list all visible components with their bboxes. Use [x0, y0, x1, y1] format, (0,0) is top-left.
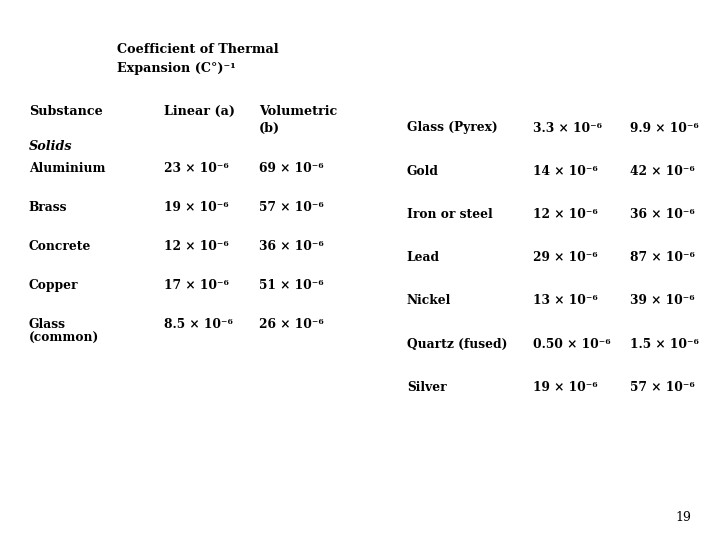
Text: 13 × 10⁻⁶: 13 × 10⁻⁶	[533, 294, 598, 307]
Text: Coefficient of Thermal: Coefficient of Thermal	[117, 43, 279, 56]
Text: Substance: Substance	[29, 105, 102, 118]
Text: Volumetric: Volumetric	[259, 105, 338, 118]
Text: 9.9 × 10⁻⁶: 9.9 × 10⁻⁶	[630, 122, 698, 134]
Text: Iron or steel: Iron or steel	[407, 208, 492, 221]
Text: (common): (common)	[29, 332, 99, 345]
Text: Gold: Gold	[407, 165, 438, 178]
Text: 3.3 × 10⁻⁶: 3.3 × 10⁻⁶	[533, 122, 602, 134]
Text: 42 × 10⁻⁶: 42 × 10⁻⁶	[630, 165, 695, 178]
Text: Quartz (fused): Quartz (fused)	[407, 338, 507, 350]
Text: 87 × 10⁻⁶: 87 × 10⁻⁶	[630, 251, 695, 264]
Text: 0.50 × 10⁻⁶: 0.50 × 10⁻⁶	[533, 338, 611, 350]
Text: Glass: Glass	[29, 318, 66, 330]
Text: Concrete: Concrete	[29, 240, 91, 253]
Text: Copper: Copper	[29, 279, 78, 292]
Text: 14 × 10⁻⁶: 14 × 10⁻⁶	[533, 165, 598, 178]
Text: Lead: Lead	[407, 251, 440, 264]
Text: Linear (a): Linear (a)	[164, 105, 235, 118]
Text: 12 × 10⁻⁶: 12 × 10⁻⁶	[533, 208, 598, 221]
Text: 36 × 10⁻⁶: 36 × 10⁻⁶	[630, 208, 695, 221]
Text: 57 × 10⁻⁶: 57 × 10⁻⁶	[259, 201, 324, 214]
Text: 39 × 10⁻⁶: 39 × 10⁻⁶	[630, 294, 695, 307]
Text: 23 × 10⁻⁶: 23 × 10⁻⁶	[164, 162, 229, 175]
Text: Nickel: Nickel	[407, 294, 451, 307]
Text: Brass: Brass	[29, 201, 67, 214]
Text: 8.5 × 10⁻⁶: 8.5 × 10⁻⁶	[164, 318, 233, 330]
Text: 69 × 10⁻⁶: 69 × 10⁻⁶	[259, 162, 324, 175]
Text: 12 × 10⁻⁶: 12 × 10⁻⁶	[164, 240, 229, 253]
Text: 19 × 10⁻⁶: 19 × 10⁻⁶	[533, 381, 598, 394]
Text: Silver: Silver	[407, 381, 446, 394]
Text: 29 × 10⁻⁶: 29 × 10⁻⁶	[533, 251, 598, 264]
Text: Solids: Solids	[29, 140, 72, 153]
Text: Glass (Pyrex): Glass (Pyrex)	[407, 122, 498, 134]
Text: Aluminium: Aluminium	[29, 162, 105, 175]
Text: 26 × 10⁻⁶: 26 × 10⁻⁶	[259, 318, 324, 330]
Text: 17 × 10⁻⁶: 17 × 10⁻⁶	[164, 279, 229, 292]
Text: (b): (b)	[259, 122, 280, 134]
Text: 19: 19	[675, 511, 691, 524]
Text: 1.5 × 10⁻⁶: 1.5 × 10⁻⁶	[630, 338, 699, 350]
Text: 57 × 10⁻⁶: 57 × 10⁻⁶	[630, 381, 695, 394]
Text: 36 × 10⁻⁶: 36 × 10⁻⁶	[259, 240, 324, 253]
Text: Expansion (C°)⁻¹: Expansion (C°)⁻¹	[117, 62, 236, 75]
Text: 19 × 10⁻⁶: 19 × 10⁻⁶	[164, 201, 229, 214]
Text: 51 × 10⁻⁶: 51 × 10⁻⁶	[259, 279, 324, 292]
